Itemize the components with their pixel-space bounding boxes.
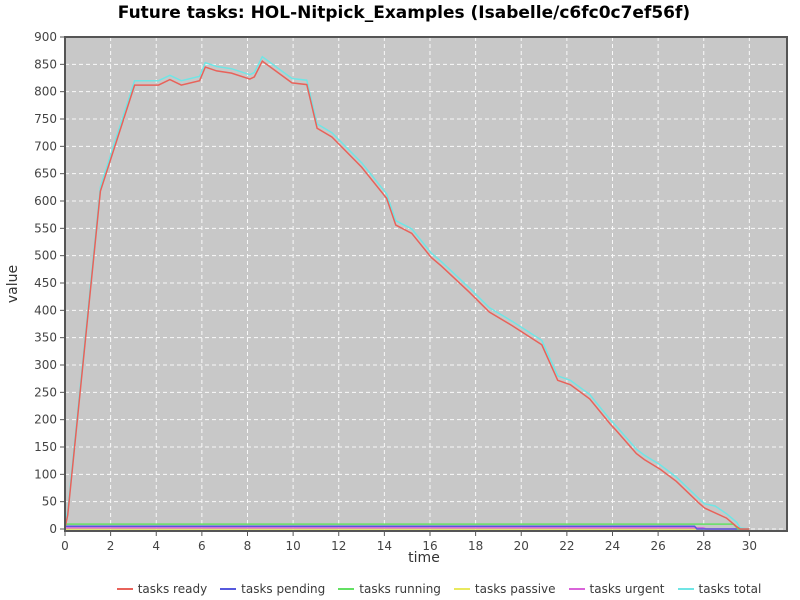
svg-text:50: 50 bbox=[42, 495, 57, 509]
legend-label: tasks urgent bbox=[589, 582, 665, 596]
svg-text:750: 750 bbox=[34, 112, 57, 126]
legend-item-tasks-passive: tasks passive bbox=[453, 582, 556, 596]
legend-swatch-tasks-total bbox=[677, 588, 694, 590]
series-line-tasks-total bbox=[65, 55, 750, 530]
svg-text:0: 0 bbox=[61, 539, 69, 553]
chart-legend: tasks ready tasks pending tasks running tas… bbox=[0, 579, 800, 599]
svg-text:550: 550 bbox=[34, 221, 57, 235]
legend-item-tasks-pending: tasks pending bbox=[220, 582, 325, 596]
svg-text:100: 100 bbox=[34, 467, 57, 481]
svg-text:150: 150 bbox=[34, 440, 57, 454]
x-axis-title: time bbox=[408, 550, 440, 566]
svg-text:500: 500 bbox=[34, 249, 57, 263]
svg-text:22: 22 bbox=[559, 539, 574, 553]
legend-label: tasks running bbox=[359, 582, 441, 596]
series-lines bbox=[65, 55, 750, 530]
legend-label: tasks ready bbox=[137, 582, 208, 596]
plot-border bbox=[64, 36, 788, 532]
svg-text:850: 850 bbox=[34, 57, 57, 71]
series-line-tasks-ready bbox=[65, 59, 750, 530]
svg-text:14: 14 bbox=[377, 539, 392, 553]
tick-marks bbox=[60, 36, 750, 536]
svg-text:350: 350 bbox=[34, 331, 57, 345]
legend-item-tasks-running: tasks running bbox=[338, 582, 441, 596]
svg-text:600: 600 bbox=[34, 194, 57, 208]
legend-label: tasks passive bbox=[474, 582, 556, 596]
svg-text:200: 200 bbox=[34, 413, 57, 427]
legend-item-tasks-urgent: tasks urgent bbox=[568, 582, 665, 596]
svg-text:20: 20 bbox=[514, 539, 529, 553]
svg-text:700: 700 bbox=[34, 139, 57, 153]
legend-swatch-tasks-running bbox=[338, 588, 355, 590]
svg-text:300: 300 bbox=[34, 358, 57, 372]
svg-text:400: 400 bbox=[34, 303, 57, 317]
chart-title: Future tasks: HOL-Nitpick_Examples (Isab… bbox=[117, 3, 691, 23]
svg-text:2: 2 bbox=[107, 539, 115, 553]
legend-item-tasks-ready: tasks ready bbox=[116, 582, 208, 596]
legend-swatch-tasks-passive bbox=[453, 588, 470, 590]
svg-text:0: 0 bbox=[49, 522, 57, 536]
gridlines bbox=[64, 36, 787, 531]
svg-text:450: 450 bbox=[34, 276, 57, 290]
legend-swatch-tasks-ready bbox=[116, 588, 133, 590]
y-axis-tick-labels: 0 50 100 150 200 250 300 350 400 450 500 550 600 650 7… bbox=[34, 30, 57, 536]
svg-text:250: 250 bbox=[34, 385, 57, 399]
series-line-tasks-pending bbox=[65, 525, 750, 530]
y-axis-title: value bbox=[5, 265, 21, 303]
svg-text:800: 800 bbox=[34, 85, 57, 99]
svg-text:18: 18 bbox=[468, 539, 483, 553]
svg-text:26: 26 bbox=[650, 539, 665, 553]
svg-text:30: 30 bbox=[742, 539, 757, 553]
legend-label: tasks pending bbox=[241, 582, 326, 596]
x-axis-tick-labels: 0 2 4 6 8 10 12 14 16 18 20 22 24 26 28 30 bbox=[61, 539, 757, 553]
legend-swatch-tasks-pending bbox=[220, 588, 237, 590]
svg-text:28: 28 bbox=[696, 539, 711, 553]
plot-background bbox=[65, 37, 787, 531]
legend-item-tasks-total: tasks total bbox=[677, 582, 762, 596]
svg-text:650: 650 bbox=[34, 167, 57, 181]
legend-swatch-tasks-urgent bbox=[568, 588, 585, 590]
svg-text:12: 12 bbox=[331, 539, 346, 553]
svg-text:10: 10 bbox=[285, 539, 300, 553]
legend-label: tasks total bbox=[698, 582, 762, 596]
svg-text:900: 900 bbox=[34, 30, 57, 44]
svg-text:4: 4 bbox=[152, 539, 160, 553]
svg-text:6: 6 bbox=[198, 539, 206, 553]
svg-text:8: 8 bbox=[244, 539, 252, 553]
svg-text:16: 16 bbox=[422, 539, 437, 553]
svg-text:24: 24 bbox=[605, 539, 620, 553]
